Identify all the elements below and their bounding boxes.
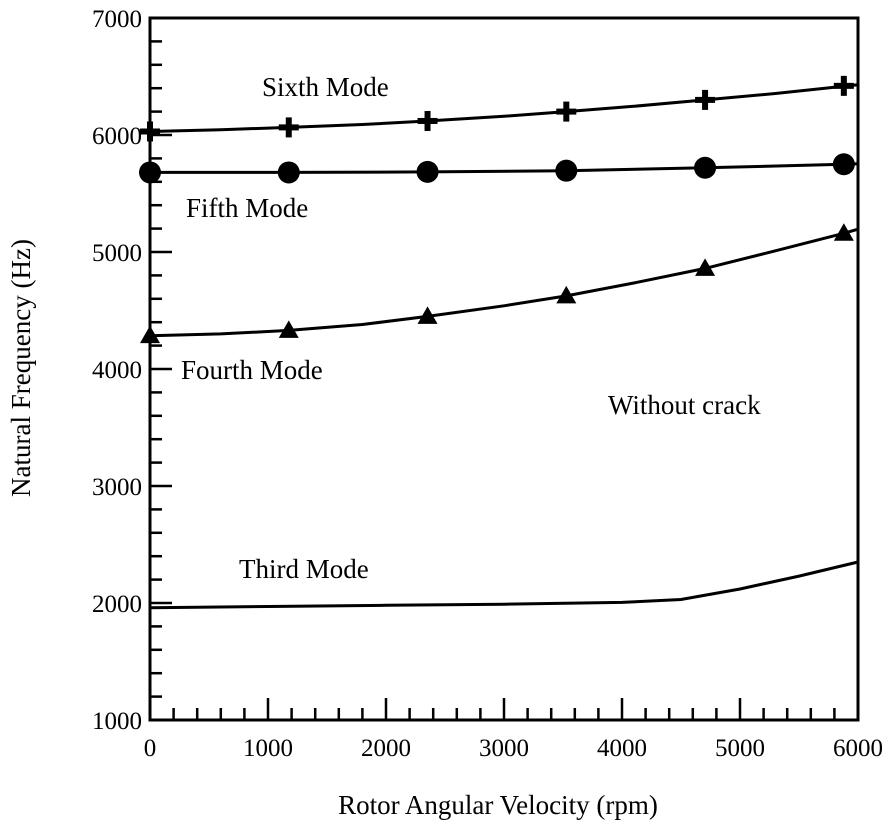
annotation-sixth-mode: Sixth Mode: [262, 72, 389, 102]
fifth-mode-marker: [555, 159, 578, 182]
x-tick-label: 3000: [479, 735, 529, 762]
fourth-mode-marker: [695, 258, 716, 276]
fourth-mode-marker: [556, 285, 577, 304]
x-tick-label: 4000: [597, 735, 647, 762]
axis-ticks: [148, 16, 860, 722]
x-axis-title: Rotor Angular Velocity (rpm): [338, 790, 658, 820]
x-tick-label: 2000: [361, 735, 411, 762]
y-tick-label: 3000: [92, 474, 142, 501]
tick-labels: 0 1000 2000 3000 4000 5000 6000100020003000400…: [92, 6, 883, 762]
fourth-mode-marker: [278, 320, 299, 338]
fifth-mode-marker: [832, 153, 855, 176]
annotation-third-mode: Third Mode: [239, 554, 369, 584]
sixth-mode-marker: [695, 89, 716, 110]
y-axis-title: Natural Frequency (Hz): [6, 239, 36, 497]
y-tick-label: 7000: [92, 6, 142, 33]
annotation-fifth-mode: Fifth Mode: [186, 193, 308, 223]
x-tick-label: 1000: [243, 735, 293, 762]
y-tick-label: 4000: [92, 357, 142, 384]
sixth-mode-marker: [833, 75, 854, 96]
x-tick-label: 5000: [715, 735, 765, 762]
fifth-mode-marker: [277, 161, 300, 184]
x-tick-label: 0: [144, 735, 157, 762]
y-tick-label: 1000: [92, 708, 142, 735]
y-tick-label: 2000: [92, 591, 142, 618]
annotation-without-crack: Without crack: [608, 390, 761, 420]
third-mode-line: [149, 560, 859, 610]
annotation-fourth-mode: Fourth Mode: [181, 355, 323, 385]
fourth-mode-marker: [417, 306, 438, 324]
sixth-mode-line: [149, 83, 859, 133]
y-tick-label: 6000: [92, 123, 142, 150]
fourth-mode-marker: [833, 223, 854, 241]
x-tick-label: 6000: [833, 735, 883, 762]
sixth-mode-marker: [556, 101, 577, 122]
plot-frame: [148, 16, 860, 722]
fifth-mode-marker: [694, 156, 717, 179]
series-lines: [149, 83, 859, 610]
fifth-mode-line: [150, 162, 859, 174]
sixth-mode-marker: [417, 110, 438, 131]
fourth-mode-line: [149, 227, 859, 338]
y-tick-label: 5000: [92, 240, 142, 267]
sixth-mode-marker: [278, 117, 299, 138]
fifth-mode-marker: [416, 160, 439, 183]
